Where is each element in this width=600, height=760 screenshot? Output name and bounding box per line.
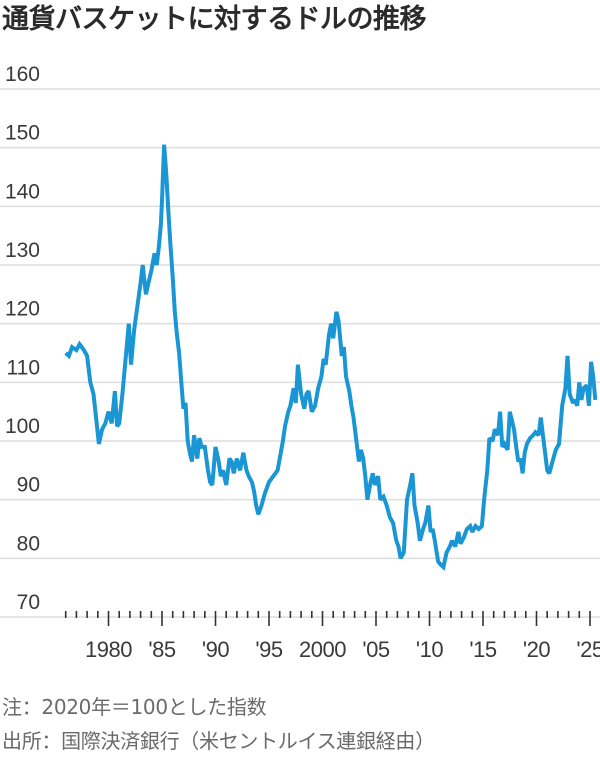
y-tick-label-120: 120 — [5, 298, 40, 321]
x-tick-label-1980: 1980 — [85, 637, 132, 662]
footnote-note: 注：2020年＝100とした指数 — [2, 695, 267, 719]
y-axis-tick-labels: 70 80 90 100 110 120 130 140 150 160 — [5, 63, 40, 614]
series-line-0 — [64, 144, 598, 571]
y-tick-label-100: 100 — [5, 415, 40, 438]
x-axis — [64, 611, 591, 626]
x-axis-tick-labels: 1980 '85 '90 '95 2000 '05 '10 '15 '20 '25 — [85, 637, 600, 662]
x-tick-label-2005: '05 — [362, 637, 389, 662]
series-group — [64, 144, 598, 571]
x-tick-label-2010: '10 — [416, 637, 443, 662]
footnote-source: 出所：国際決済銀行（米セントルイス連銀経由） — [2, 729, 435, 753]
y-tick-label-160: 160 — [5, 63, 40, 86]
gridlines — [0, 88, 600, 618]
y-tick-label-130: 130 — [5, 239, 40, 262]
chart-title: 通貨バスケットに対するドルの推移 — [2, 4, 427, 35]
line-chart: 70 80 90 100 110 120 130 140 150 160 1980 '85 '90 '9… — [0, 63, 600, 662]
x-tick-label-1995: '95 — [255, 637, 282, 662]
x-tick-label-2025: '25 — [576, 637, 600, 662]
y-tick-label-110: 110 — [7, 356, 40, 379]
y-tick-label-90: 90 — [17, 474, 40, 497]
y-tick-label-80: 80 — [17, 532, 40, 555]
x-tick-label-1985: '85 — [148, 637, 175, 662]
x-tick-label-2000: 2000 — [299, 637, 346, 662]
y-tick-label-140: 140 — [5, 180, 40, 203]
y-tick-label-150: 150 — [5, 122, 40, 145]
x-tick-label-2020: '20 — [523, 637, 550, 662]
x-tick-label-1990: '90 — [202, 637, 229, 662]
y-tick-label-70: 70 — [17, 591, 40, 614]
x-tick-label-2015: '15 — [469, 637, 496, 662]
